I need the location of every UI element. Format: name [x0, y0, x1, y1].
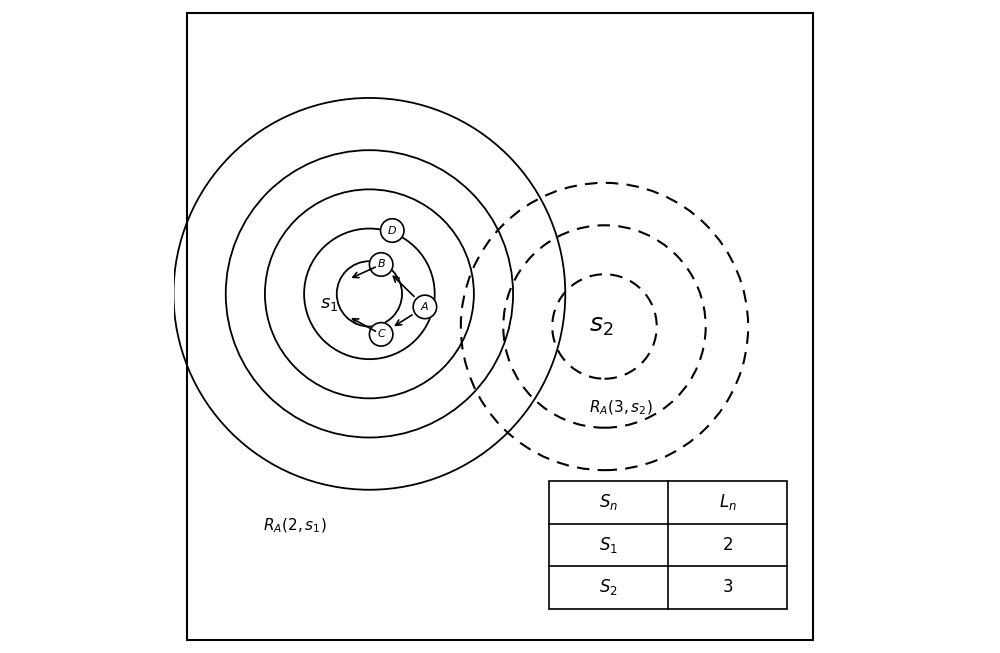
- Text: $S_2$: $S_2$: [599, 577, 618, 597]
- Bar: [549, 481, 787, 609]
- Text: $R_A(3,s_2)$: $R_A(3,s_2)$: [589, 399, 653, 417]
- Circle shape: [369, 253, 393, 276]
- Text: $s_2$: $s_2$: [589, 315, 613, 338]
- Text: $S_n$: $S_n$: [599, 492, 618, 513]
- Text: C: C: [377, 329, 385, 340]
- Text: $S_1$: $S_1$: [599, 535, 618, 555]
- Text: $L_n$: $L_n$: [719, 492, 737, 513]
- Text: B: B: [377, 259, 385, 270]
- Text: A: A: [421, 302, 429, 312]
- Text: $R_A(2,s_1)$: $R_A(2,s_1)$: [263, 517, 326, 535]
- Text: $s_1$: $s_1$: [320, 295, 338, 313]
- Circle shape: [413, 295, 437, 319]
- Text: D: D: [388, 225, 397, 236]
- Text: 2: 2: [722, 536, 733, 554]
- Text: 3: 3: [722, 579, 733, 596]
- Circle shape: [381, 219, 404, 242]
- Circle shape: [369, 323, 393, 346]
